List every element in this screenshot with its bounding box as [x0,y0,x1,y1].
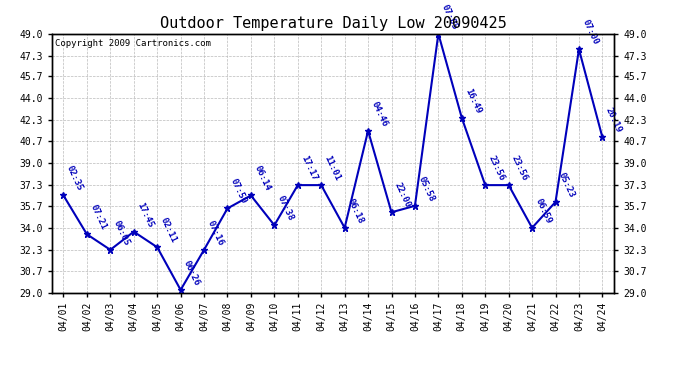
Text: 06:18: 06:18 [346,197,366,225]
Text: Copyright 2009 Cartronics.com: Copyright 2009 Cartronics.com [55,39,210,48]
Text: 06:59: 06:59 [533,197,553,225]
Text: 23:56: 23:56 [510,154,529,182]
Text: 07:16: 07:16 [206,219,225,247]
Text: 17:45: 17:45 [135,201,155,229]
Text: 05:23: 05:23 [557,171,576,199]
Text: 11:01: 11:01 [323,154,342,182]
Text: 17:17: 17:17 [299,154,319,182]
Text: 07:00: 07:00 [580,18,600,46]
Text: 05:58: 05:58 [416,175,436,203]
Text: 06:14: 06:14 [253,165,272,193]
Text: 22:00: 22:00 [393,182,413,210]
Text: 07:05: 07:05 [440,3,460,31]
Text: 02:11: 02:11 [159,216,178,244]
Text: 23:56: 23:56 [486,154,506,182]
Text: 07:50: 07:50 [229,177,248,206]
Title: Outdoor Temperature Daily Low 20090425: Outdoor Temperature Daily Low 20090425 [159,16,506,31]
Text: 06:26: 06:26 [182,259,201,287]
Text: 20:19: 20:19 [604,106,623,135]
Text: 06:05: 06:05 [112,219,131,247]
Text: 16:49: 16:49 [463,87,483,115]
Text: 07:38: 07:38 [276,194,295,222]
Text: 07:21: 07:21 [88,203,108,231]
Text: 04:46: 04:46 [369,100,389,128]
Text: 02:35: 02:35 [65,165,84,193]
